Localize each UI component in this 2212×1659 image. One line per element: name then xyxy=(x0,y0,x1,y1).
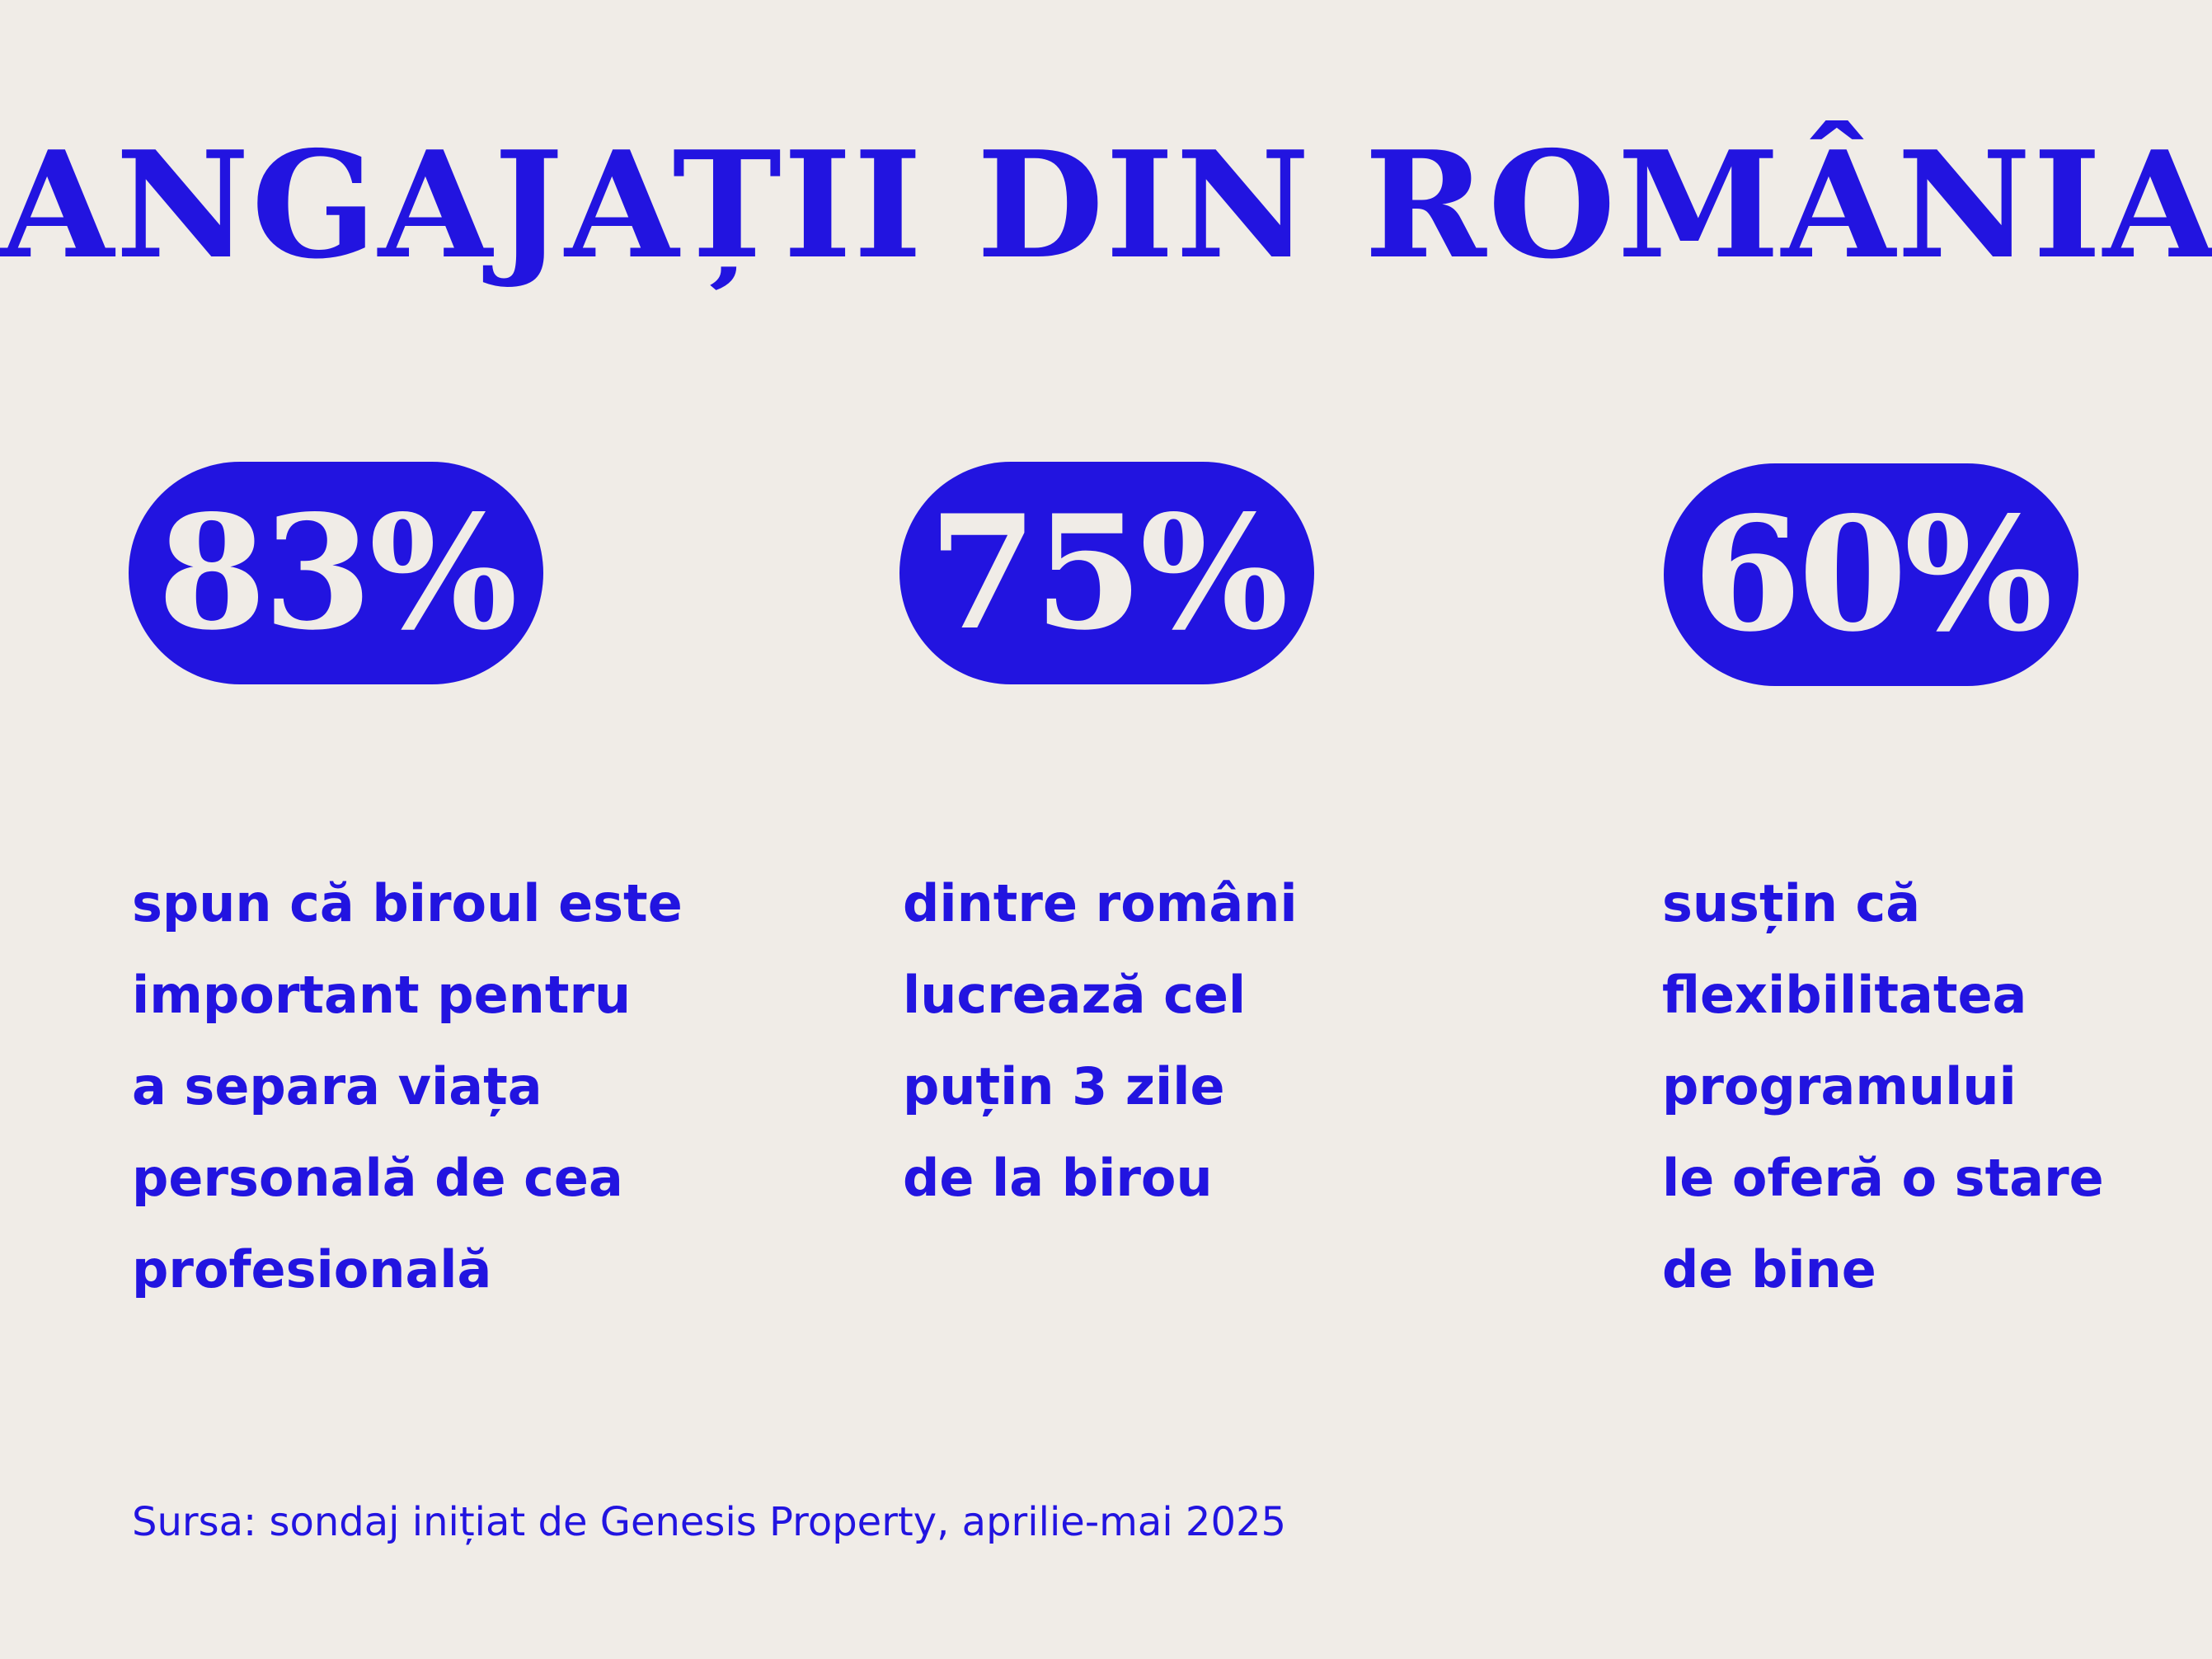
description-line: susțin că xyxy=(1662,873,1921,933)
description-line: a separa viața xyxy=(132,1056,542,1116)
description-line: spun că biroul este xyxy=(132,873,683,933)
description-line: flexibilitatea xyxy=(1662,965,2027,1025)
stat-description-3: susțin că flexibilitatea programului le … xyxy=(1662,858,2124,1315)
description-line: le oferă o stare xyxy=(1662,1148,2104,1208)
description-line: lucrează cel xyxy=(903,965,1247,1025)
stat-description-1: spun că biroul este important pentru a s… xyxy=(132,858,683,1315)
description-line: programului xyxy=(1662,1056,2017,1116)
page-title: ANGAJAȚII DIN ROMÂNIA xyxy=(0,119,2212,291)
stat-value-3: 60% xyxy=(1693,482,2053,666)
stat-description-2: dintre români lucrează cel puțin 3 zile … xyxy=(903,858,1364,1224)
description-line: personală de cea xyxy=(132,1148,623,1208)
description-line: dintre români xyxy=(903,873,1298,933)
stat-badge-1: 83% xyxy=(129,462,543,684)
stat-value-1: 83% xyxy=(157,481,518,665)
description-line: puțin 3 zile xyxy=(903,1056,1225,1116)
stat-value-2: 75% xyxy=(928,481,1289,665)
description-line: de bine xyxy=(1662,1239,1876,1299)
stat-badge-2: 75% xyxy=(899,462,1314,684)
description-line: profesională xyxy=(132,1239,492,1299)
description-line: important pentru xyxy=(132,965,632,1025)
description-line: de la birou xyxy=(903,1148,1213,1208)
source-note: Sursa: sondaj inițiat de Genesis Propert… xyxy=(132,1499,1287,1545)
stat-badge-3: 60% xyxy=(1664,463,2078,686)
